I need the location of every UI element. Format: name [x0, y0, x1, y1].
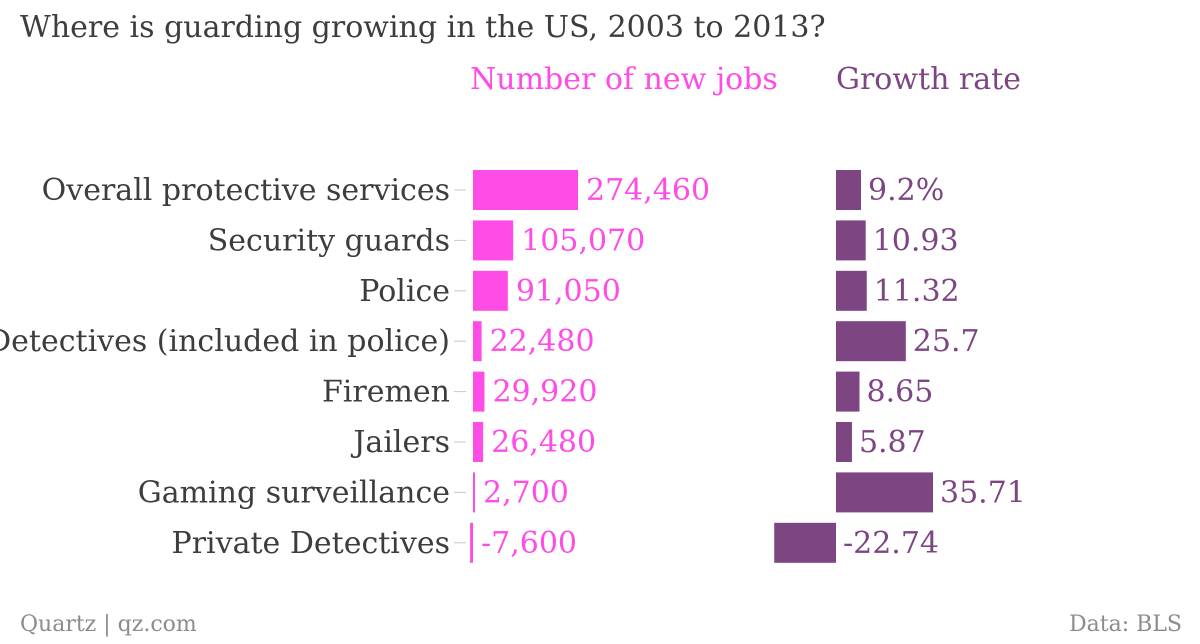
data-credit: Data: BLS	[1069, 612, 1182, 637]
growth-rate-value-label: 11.32	[874, 274, 960, 309]
growth-rate-value-label: 25.7	[913, 324, 980, 359]
jobs-value-label: 26,480	[491, 425, 596, 460]
jobs-bar	[473, 371, 485, 412]
growth-rate-bar	[836, 422, 852, 462]
category-label: Gaming surveillance	[138, 475, 450, 510]
growth-rate-bar	[836, 371, 860, 412]
jobs-bar	[473, 270, 508, 311]
growth-rate-bar	[836, 472, 933, 513]
growth-rate-value-label: 35.71	[940, 475, 1026, 510]
growth-rate-value-label: 10.93	[873, 223, 959, 258]
category-label: Jailers	[350, 425, 450, 460]
category-label: Firemen	[322, 375, 450, 410]
growth-rate-bar	[836, 270, 867, 311]
jobs-bar	[473, 321, 482, 362]
jobs-bar	[470, 522, 473, 563]
growth-rate-bar	[836, 170, 861, 210]
jobs-bar	[473, 220, 514, 261]
category-label: Private Detectives	[172, 526, 450, 561]
growth-rate-column-header: Growth rate	[836, 62, 1021, 97]
source-credit: Quartz | qz.com	[20, 612, 197, 637]
growth-rate-value-label: -22.74	[843, 526, 939, 561]
category-label: Overall protective services	[42, 173, 450, 208]
category-label: Security guards	[208, 223, 450, 258]
jobs-value-label: 29,920	[492, 375, 597, 410]
jobs-value-label: 105,070	[521, 223, 645, 258]
growth-rate-bar	[836, 321, 906, 362]
jobs-column-header: Number of new jobs	[470, 62, 778, 97]
chart-title: Where is guarding growing in the US, 200…	[20, 10, 826, 45]
category-label: Police	[359, 274, 450, 309]
jobs-value-label: -7,600	[481, 526, 577, 561]
jobs-bar	[473, 472, 475, 513]
growth-rate-bar	[774, 522, 836, 563]
jobs-value-label: 274,460	[586, 173, 710, 208]
growth-rate-bar	[836, 220, 866, 261]
jobs-value-label: 91,050	[516, 274, 621, 309]
jobs-value-label: 2,700	[483, 475, 569, 510]
growth-rate-value-label: 8.65	[866, 375, 933, 410]
growth-rate-value-label: 9.2%	[868, 173, 944, 208]
jobs-bar	[473, 170, 578, 210]
growth-rate-value-label: 5.87	[859, 425, 926, 460]
jobs-value-label: 22,480	[490, 324, 595, 359]
category-label: Detectives (included in police)	[0, 324, 450, 359]
jobs-bar	[473, 422, 484, 462]
